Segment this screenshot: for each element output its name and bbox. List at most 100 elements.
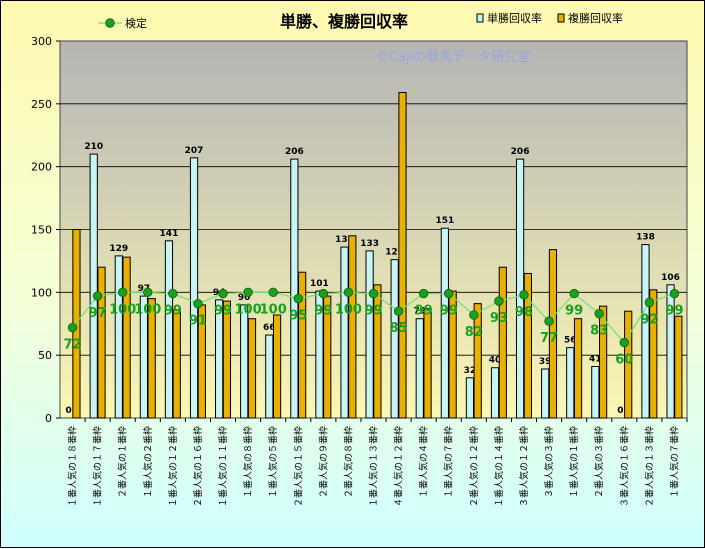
line-point-kentei — [293, 293, 303, 304]
bar-fukusho — [348, 235, 357, 419]
bar-label-tansho: 133 — [360, 239, 379, 249]
line-label-kentei: 99 — [214, 304, 232, 319]
bar-tansho — [164, 240, 174, 419]
line-point-kentei — [343, 287, 354, 298]
y-tick-label: 300 — [31, 35, 52, 48]
line-label-kentei: 98 — [515, 305, 533, 320]
category-label: １番人気の１１番枠 — [217, 426, 229, 507]
category-label: ２番人気の１２番枠 — [468, 426, 480, 507]
bar-fukusho — [523, 272, 532, 419]
line-point-kentei — [318, 288, 329, 299]
bar-tansho — [541, 368, 550, 419]
bar-label-tansho: 206 — [511, 147, 530, 157]
line-point-kentei — [444, 288, 454, 299]
line-label-kentei: 100 — [235, 302, 262, 317]
y-tick-label: 100 — [31, 286, 52, 299]
bar-tansho — [290, 158, 299, 419]
category-label: ４番人気の１２番枠 — [393, 426, 405, 507]
line-label-kentei: 99 — [665, 304, 683, 319]
bar-label-tansho: 97 — [138, 284, 151, 294]
bar-tansho — [365, 250, 374, 419]
line-label-kentei: 97 — [89, 306, 107, 321]
line-point-kentei — [619, 337, 630, 348]
category-label: １番人気の１３番枠 — [368, 426, 380, 507]
line-label-kentei: 82 — [465, 325, 483, 340]
bar-label-tansho: 56 — [564, 336, 577, 346]
category-label: ２番人気の９番枠 — [317, 426, 329, 498]
bar-label-tansho: 66 — [263, 323, 276, 333]
category-label: ２番人気の１３番枠 — [643, 426, 655, 507]
bar-tansho — [89, 153, 98, 419]
bar-tansho — [240, 304, 249, 419]
bar-tansho — [440, 227, 449, 419]
legend-swatch-tansho — [476, 13, 484, 23]
line-label-kentei: 77 — [540, 331, 558, 346]
line-label-kentei: 100 — [260, 302, 287, 317]
y-tick-label: 0 — [45, 412, 52, 425]
bar-tansho — [189, 157, 199, 419]
category-label: １番人気の５番枠 — [267, 426, 279, 498]
line-label-kentei: 91 — [189, 314, 207, 329]
bar-label-tansho: 138 — [636, 233, 655, 243]
line-label-kentei: 72 — [63, 338, 81, 353]
legend-marker-kentei — [105, 18, 115, 28]
line-label-kentei: 99 — [364, 304, 382, 319]
line-label-kentei: 60 — [615, 353, 633, 368]
bar-fukusho — [247, 318, 257, 419]
line-label-kentei: 99 — [415, 304, 433, 319]
category-label: １番人気の２番枠 — [142, 426, 154, 498]
line-point-kentei — [669, 288, 680, 299]
y-tick-label: 150 — [31, 224, 52, 237]
chart-title: 単勝、複勝回収率 — [280, 12, 408, 31]
category-label: １番人気の１２番枠 — [167, 426, 179, 507]
category-label: １番人気の１番枠 — [568, 426, 580, 498]
bar-fukusho — [548, 249, 558, 419]
line-point-kentei — [268, 287, 278, 298]
bar-label-tansho: 206 — [285, 147, 304, 157]
bar-label-tansho: 141 — [160, 229, 179, 239]
watermark: ©Cajiの競馬データ研究室 — [376, 49, 530, 65]
category-label: １番人気の１４番枠 — [493, 426, 505, 507]
bar-label-tansho: 40 — [489, 356, 502, 366]
category-label: ３番人気の１６番枠 — [618, 426, 630, 507]
bar-tansho — [641, 244, 650, 419]
bar-tansho — [490, 367, 500, 419]
line-point-kentei — [644, 297, 655, 308]
line-label-kentei: 100 — [335, 302, 362, 317]
bar-fukusho — [473, 303, 482, 419]
bar-label-tansho: 151 — [435, 216, 454, 226]
bar-tansho — [265, 334, 274, 419]
bar-label-tansho: 39 — [539, 357, 552, 367]
bar-label-tansho: 106 — [661, 273, 680, 283]
bar-tansho — [566, 347, 575, 419]
category-label: ３番人気の３番枠 — [543, 426, 555, 498]
bar-tansho — [415, 318, 424, 419]
line-label-kentei: 99 — [164, 304, 182, 319]
category-label: ２番人気の３番枠 — [593, 426, 605, 498]
y-tick-label: 250 — [31, 98, 52, 111]
bar-fukusho — [147, 298, 156, 419]
bar-fukusho — [624, 310, 633, 419]
line-label-kentei: 100 — [109, 302, 136, 317]
bar-fukusho — [298, 271, 307, 419]
category-label: １番人気の７番枠 — [668, 426, 680, 498]
line-label-kentei: 100 — [134, 302, 161, 317]
bar-fukusho — [649, 289, 658, 419]
bar-label-tansho: 0 — [66, 406, 72, 416]
line-label-kentei: 85 — [390, 321, 408, 336]
bar-fukusho — [599, 305, 608, 419]
line-label-kentei: 83 — [590, 324, 608, 339]
line-point-kentei — [117, 287, 128, 298]
line-point-kentei — [494, 296, 504, 306]
bars-layer: 0210129971412079490662061011361331267915… — [66, 92, 688, 422]
bar-fukusho — [222, 300, 232, 419]
bar-fukusho — [172, 309, 181, 419]
bar-label-tansho: 79 — [413, 307, 426, 317]
bar-tansho — [139, 295, 148, 419]
line-point-kentei — [193, 298, 203, 309]
line-point-kentei — [393, 306, 404, 316]
line-point-kentei — [67, 322, 78, 333]
line-point-kentei — [368, 288, 379, 299]
